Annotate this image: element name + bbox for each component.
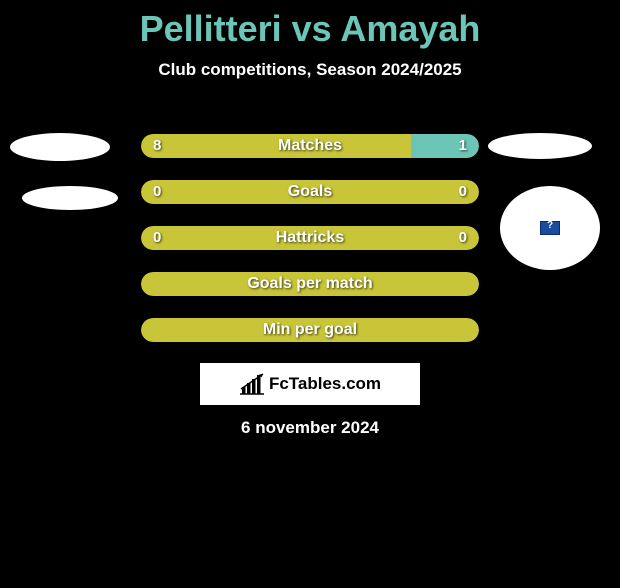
stat-label: Goals per match	[141, 272, 479, 296]
stat-value-left: 8	[153, 134, 161, 158]
player-right-avatar-1	[488, 133, 592, 159]
stat-row: Goals0 0	[140, 179, 480, 205]
stat-row: Hattricks0 0	[140, 225, 480, 251]
stat-value-right: 1	[459, 134, 467, 158]
date-text: 6 november 2024	[0, 418, 620, 438]
stat-label: Min per goal	[141, 318, 479, 342]
stat-label: Goals	[141, 180, 479, 204]
comparison-title: Pellitteri vs Amayah	[0, 8, 620, 50]
stat-label: Hattricks	[141, 226, 479, 250]
player-left-avatar-2	[22, 186, 118, 210]
stat-value-left: 0	[153, 180, 161, 204]
stat-value-right: 0	[459, 226, 467, 250]
stat-row: Goals per match	[140, 271, 480, 297]
stat-value-left: 0	[153, 226, 161, 250]
stat-label: Matches	[141, 134, 479, 158]
stat-row: Matches8 1	[140, 133, 480, 159]
brand-text: FcTables.com	[269, 374, 381, 394]
brand-box: FcTables.com	[200, 363, 420, 405]
stat-row: Min per goal	[140, 317, 480, 343]
stats-container: Matches81Goals00Hattricks00Goals per mat…	[140, 133, 480, 363]
comparison-subtitle: Club competitions, Season 2024/2025	[0, 60, 620, 80]
brand-chart-icon	[239, 373, 265, 395]
stat-value-right: 0	[459, 180, 467, 204]
flag-icon	[540, 221, 560, 235]
player-left-avatar-1	[10, 133, 110, 161]
player-right-avatar-2	[500, 186, 600, 270]
